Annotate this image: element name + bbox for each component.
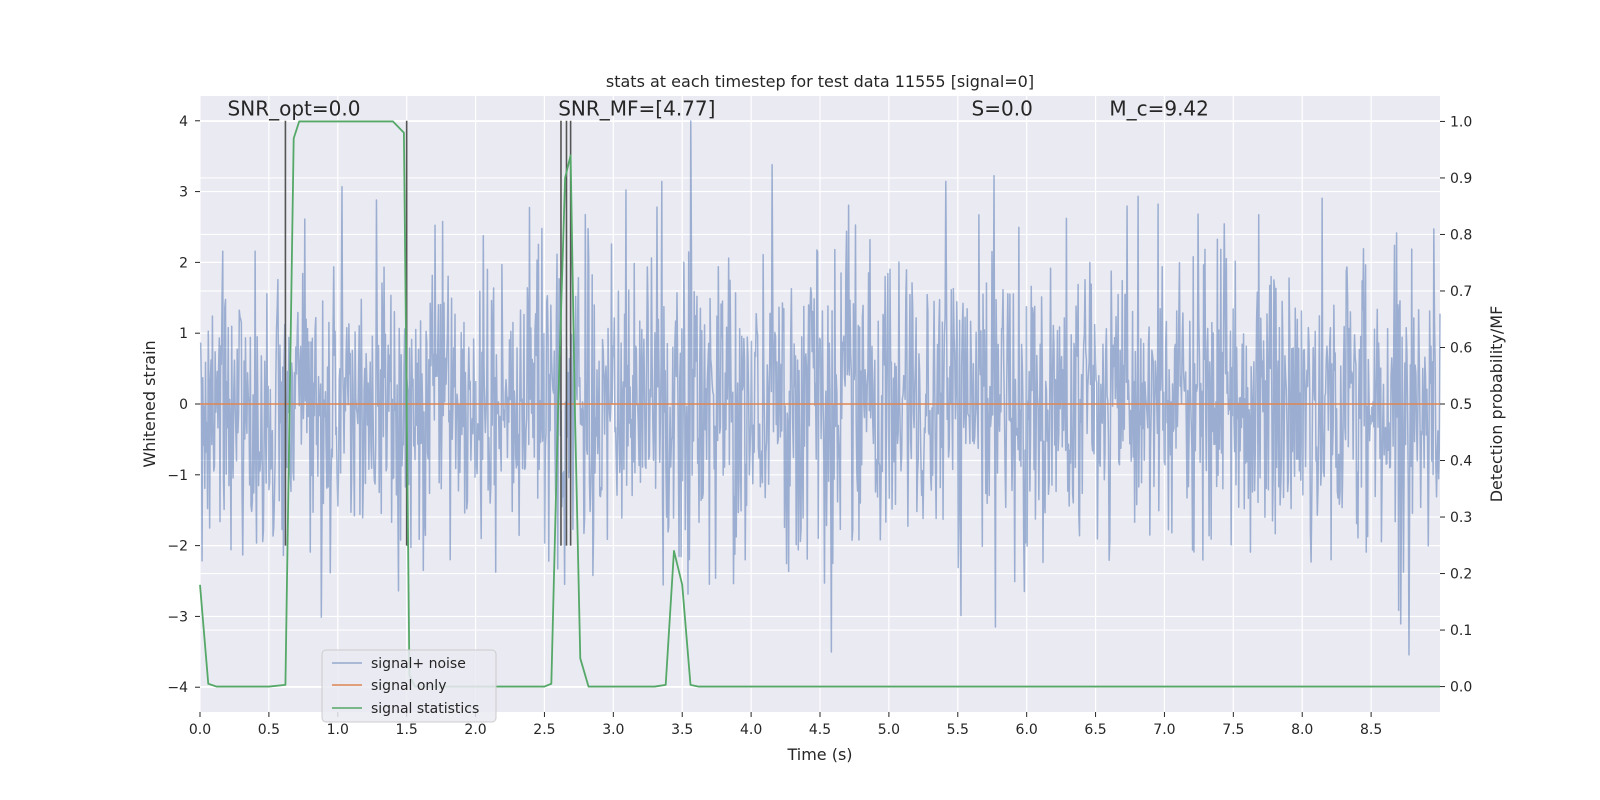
y-left-tick-label-5: 1: [179, 326, 188, 342]
y-right-tick-label-6: 0.6: [1450, 340, 1472, 356]
x-tick-label-3: 1.5: [396, 722, 418, 738]
y-left-tick-label-0: −4: [167, 680, 188, 696]
chart-title: stats at each timestep for test data 115…: [606, 72, 1034, 91]
x-tick-label-11: 5.5: [947, 722, 969, 738]
y-left-tick-label-3: −1: [167, 468, 188, 484]
y-right-tick-label-7: 0.7: [1450, 284, 1472, 300]
y-left-tick-label-7: 3: [179, 185, 188, 201]
y-left-tick-label-1: −3: [167, 609, 188, 625]
annotation-s-value: S=0.0: [972, 97, 1033, 121]
x-tick-label-0: 0.0: [189, 722, 211, 738]
x-tick-label-4: 2.0: [464, 722, 486, 738]
y-right-tick-label-10: 1.0: [1450, 114, 1472, 130]
legend: signal+ noise signal only signal statist…: [321, 649, 497, 723]
y-right-axis-label: Detection probability/MF: [1487, 306, 1506, 503]
x-tick-label-17: 8.5: [1360, 722, 1382, 738]
x-tick-label-9: 4.5: [809, 722, 831, 738]
legend-label-signal-only: signal only: [371, 678, 446, 694]
series-line-signal-statistics: [199, 120, 1440, 688]
x-tick-label-10: 5.0: [878, 722, 900, 738]
y-right-axis-ticks: 0.0 0.1 0.2 0.3 0.4 0.5 0.6 0.7 0.8 0.9 1.0: [1440, 114, 1472, 696]
annotation-snr-mf: SNR_MF=[4.77]: [558, 97, 715, 121]
y-right-tick-label-9: 0.9: [1450, 171, 1472, 187]
x-tick-label-15: 7.5: [1222, 722, 1244, 738]
y-left-axis-label: Whitened strain: [140, 340, 159, 467]
y-left-axis-ticks: −4 −3 −2 −1 0 1 2 3 4: [167, 114, 200, 696]
legend-box: [321, 649, 497, 723]
x-tick-label-12: 6.0: [1016, 722, 1038, 738]
x-tick-label-13: 6.5: [1084, 722, 1106, 738]
annotation-snr-opt: SNR_opt=0.0: [228, 97, 361, 121]
legend-label-signal-noise: signal+ noise: [371, 656, 466, 672]
x-tick-label-7: 3.5: [671, 722, 693, 738]
annotations: SNR_opt=0.0 SNR_MF=[4.77] S=0.0 M_c=9.42: [228, 97, 1209, 121]
x-axis-ticks: 0.0 0.5 1.0 1.5 2.0 2.5 3.0 3.5 4.0 4.5 5.0 5.5 6.0 6…: [189, 712, 1382, 738]
x-axis-label: Time (s): [786, 745, 852, 764]
x-tick-label-14: 7.0: [1153, 722, 1175, 738]
legend-label-signal-statistics: signal statistics: [371, 701, 479, 717]
y-right-tick-label-2: 0.2: [1450, 567, 1472, 583]
y-right-tick-label-5: 0.5: [1450, 397, 1472, 413]
x-tick-label-2: 1.0: [327, 722, 349, 738]
y-right-tick-label-4: 0.4: [1450, 454, 1472, 470]
y-left-tick-label-6: 2: [179, 255, 188, 271]
y-right-tick-label-1: 0.1: [1450, 623, 1472, 639]
annotation-mc-value: M_c=9.42: [1109, 97, 1209, 121]
y-right-tick-label-0: 0.0: [1450, 680, 1472, 696]
signal-statistics-series: [199, 120, 1440, 688]
x-tick-label-6: 3.0: [602, 722, 624, 738]
y-left-tick-label-2: −2: [167, 539, 188, 555]
x-tick-label-16: 8.0: [1291, 722, 1313, 738]
x-tick-label-1: 0.5: [258, 722, 280, 738]
x-tick-label-5: 2.5: [533, 722, 555, 738]
y-right-tick-label-8: 0.8: [1450, 227, 1472, 243]
y-right-tick-label-3: 0.3: [1450, 510, 1472, 526]
x-tick-label-8: 4.0: [740, 722, 762, 738]
y-left-tick-label-8: 4: [179, 114, 188, 130]
y-left-tick-label-4: 0: [179, 397, 188, 413]
